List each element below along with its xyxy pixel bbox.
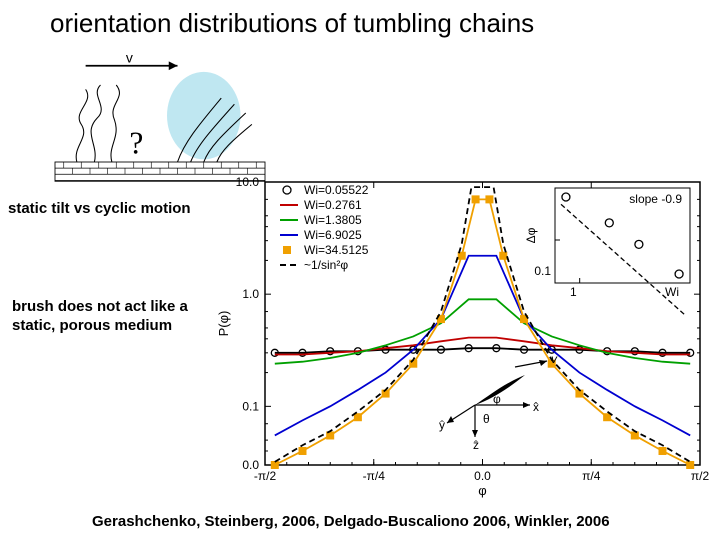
svg-text:Wi=1.3805: Wi=1.3805: [304, 213, 362, 227]
svg-text:0.0: 0.0: [242, 458, 259, 472]
caption-static-tilt: static tilt vs cyclic motion: [8, 200, 191, 217]
page-title: orientation distributions of tumbling ch…: [50, 8, 534, 39]
flow-diagram: v ?: [30, 50, 290, 190]
svg-text:π/4: π/4: [582, 469, 601, 483]
svg-text:P(φ): P(φ): [216, 311, 231, 337]
main-chart: -π/2-π/40.0π/4π/20.00.11.010.0φP(φ)Wi=0.…: [210, 170, 710, 500]
svg-text:~1/sin²φ: ~1/sin²φ: [304, 258, 348, 272]
v-label: v: [126, 50, 133, 65]
svg-text:slope -0.9: slope -0.9: [629, 192, 682, 206]
svg-text:0.1: 0.1: [534, 264, 551, 278]
svg-text:Wi=34.5125: Wi=34.5125: [304, 243, 369, 257]
svg-text:0.1: 0.1: [242, 399, 259, 413]
svg-text:Wi=0.05522: Wi=0.05522: [304, 183, 369, 197]
svg-text:x̂: x̂: [533, 400, 539, 414]
svg-text:0.0: 0.0: [474, 469, 491, 483]
svg-text:π/2: π/2: [691, 469, 710, 483]
svg-text:-π/4: -π/4: [363, 469, 386, 483]
svg-text:Wi: Wi: [665, 285, 679, 299]
svg-text:Δφ: Δφ: [524, 227, 538, 243]
caption-brush: brush does not act like a static, porous…: [12, 298, 192, 336]
svg-text:φ: φ: [478, 483, 486, 498]
svg-text:Wi=6.9025: Wi=6.9025: [304, 228, 362, 242]
svg-text:ŷ: ŷ: [439, 418, 445, 432]
svg-text:ẑ: ẑ: [473, 438, 479, 452]
svg-text:1.0: 1.0: [242, 287, 259, 301]
svg-text:θ: θ: [483, 412, 490, 426]
svg-text:10.0: 10.0: [236, 175, 260, 189]
svg-text:1: 1: [570, 285, 577, 299]
citation: Gerashchenko, Steinberg, 2006, Delgado-B…: [92, 513, 610, 530]
question-mark: ?: [129, 125, 143, 160]
svg-text:v: v: [551, 352, 558, 366]
svg-text:φ: φ: [493, 392, 501, 406]
svg-text:Wi=0.2761: Wi=0.2761: [304, 198, 362, 212]
